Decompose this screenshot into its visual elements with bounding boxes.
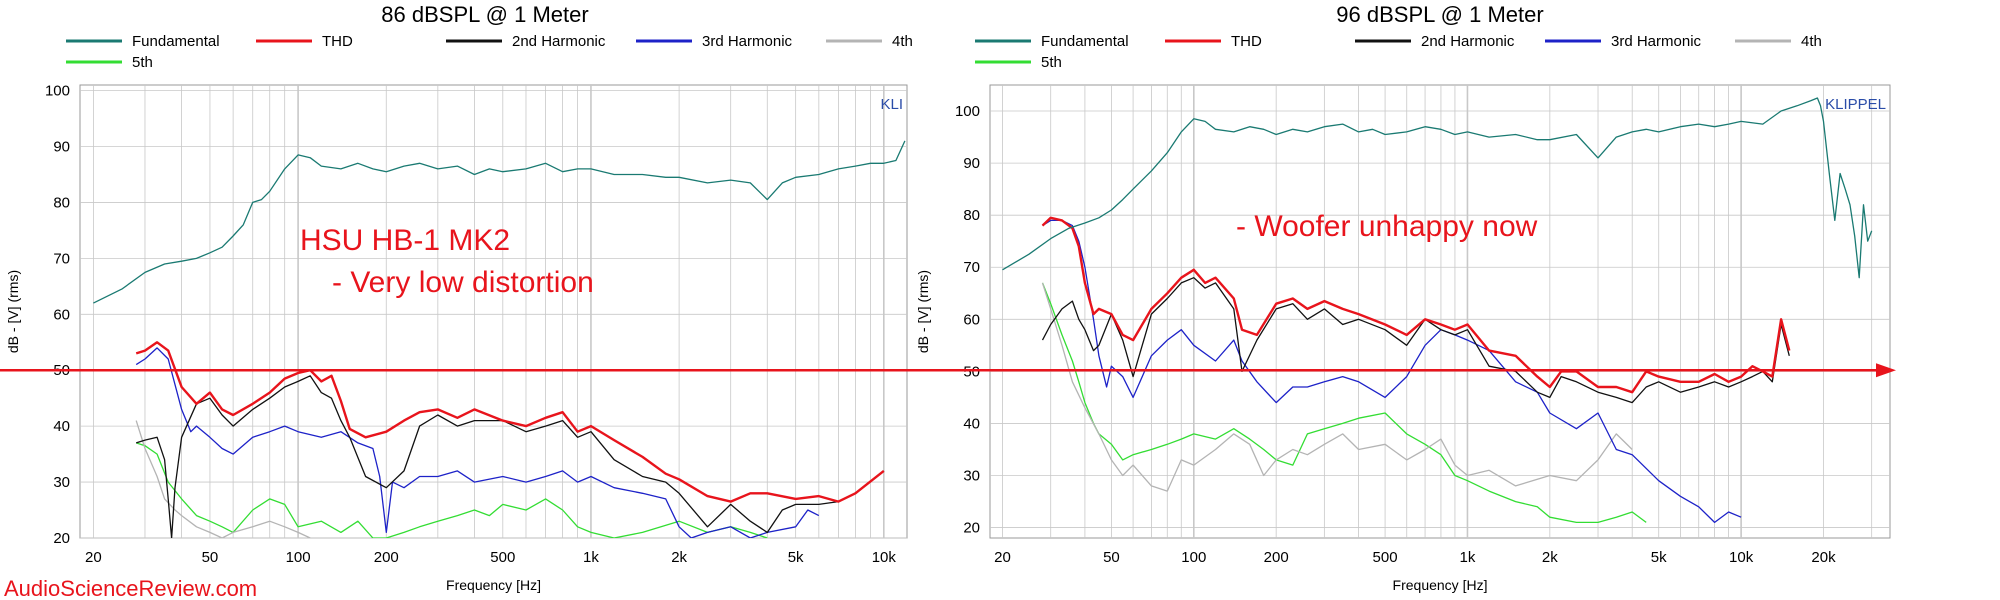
y-tick-label: 60 [53, 306, 70, 323]
series-line-4th [135, 420, 311, 538]
x-tick-label: 20k [1811, 549, 1836, 566]
y-tick-label: 100 [45, 83, 70, 100]
x-tick-label: 5k [1651, 549, 1667, 566]
x-tick-label: 200 [374, 549, 399, 566]
legend-entry: 2nd Harmonic [1421, 33, 1515, 50]
legend-entry: 4th [892, 33, 913, 50]
x-tick-label: 2k [671, 549, 687, 566]
series-line-thd [1041, 216, 1791, 394]
x-tick-label: 500 [490, 549, 515, 566]
x-tick-label: 50 [202, 549, 219, 566]
legend-entry: 5th [132, 54, 153, 71]
chart-panel-86db: 20 50 100 200 500 1k 2k 5k 10k203040506070809010… [5, 2, 913, 593]
annotation-text: - Very low distortion [332, 266, 594, 299]
y-tick-label: 90 [963, 155, 980, 172]
x-tick-label: 10k [872, 549, 897, 566]
annotation-text: HSU HB-1 MK2 [300, 224, 510, 257]
series-line-5th [136, 442, 768, 538]
site-credit: AudioScienceReview.com [4, 576, 257, 600]
chart-panel-96db: 20 50 100 200 500 1k 2k 5k 10k 20k 20 30 40 50 60 70 80 9… [915, 2, 1891, 593]
plot-area [989, 84, 1891, 539]
plot-area [79, 84, 908, 539]
y-tick-label: 30 [53, 474, 70, 491]
y-tick-label: 60 [963, 311, 980, 328]
y-tick-label: 100 [955, 103, 980, 120]
y-tick-label: 40 [963, 415, 980, 432]
x-axis-label: Frequency [Hz] [1393, 577, 1488, 593]
annotation-text: - Woofer unhappy now [1236, 210, 1538, 243]
series-line-fundamental [93, 140, 906, 304]
x-tick-label: 20 [85, 549, 102, 566]
y-tick-label: 20 [53, 530, 70, 547]
series-line-3rd-harmonic [135, 347, 820, 538]
x-tick-label: 100 [286, 549, 311, 566]
watermark-text: KLIPPEL [1825, 96, 1886, 113]
series-line-thd [135, 341, 885, 503]
x-tick-label: 100 [1181, 549, 1206, 566]
legend-entry: Fundamental [1041, 33, 1129, 50]
y-tick-label: 30 [963, 468, 980, 485]
x-tick-label: 5k [788, 549, 804, 566]
y-tick-label: 70 [963, 259, 980, 276]
legend-entry: 2nd Harmonic [512, 33, 606, 50]
x-tick-label: 10k [1729, 549, 1754, 566]
reference-line-arrowhead [1876, 363, 1896, 378]
series-line-2nd-harmonic [136, 375, 885, 538]
legend-entry: 4th [1801, 33, 1822, 50]
x-tick-label: 1k [583, 549, 599, 566]
series-line-4th [1041, 282, 1633, 492]
y-tick-label: 80 [963, 207, 980, 224]
watermark-text: KLI [880, 96, 903, 113]
legend-entry: Fundamental [132, 33, 220, 50]
legend-entry: 3rd Harmonic [702, 33, 793, 50]
legend-entry: 3rd Harmonic [1611, 33, 1702, 50]
series-line-fundamental [1002, 97, 1873, 279]
y-tick-label: 90 [53, 139, 70, 156]
y-axis-label: dB - [V] (rms) [915, 270, 931, 353]
y-tick-label: 50 [963, 363, 980, 380]
x-axis-label: Frequency [Hz] [446, 577, 541, 593]
y-tick-label: 80 [53, 194, 70, 211]
chart-title: 96 dBSPL @ 1 Meter [1336, 2, 1543, 27]
chart-title: 86 dBSPL @ 1 Meter [381, 2, 588, 27]
legend-entry: THD [322, 33, 353, 50]
series-line-2nd-harmonic [1041, 277, 1790, 404]
x-tick-label: 500 [1373, 549, 1398, 566]
x-tick-label: 200 [1264, 549, 1289, 566]
y-tick-label: 20 [963, 520, 980, 537]
x-tick-label: 2k [1542, 549, 1558, 566]
x-tick-label: 1k [1460, 549, 1476, 566]
legend-entry: 5th [1041, 54, 1062, 71]
x-tick-label: 20 [994, 549, 1011, 566]
y-axis-label: dB - [V] (rms) [5, 270, 21, 353]
x-tick-label: 50 [1103, 549, 1120, 566]
y-tick-label: 40 [53, 418, 70, 435]
y-tick-label: 70 [53, 250, 70, 267]
legend-entry: THD [1231, 33, 1262, 50]
